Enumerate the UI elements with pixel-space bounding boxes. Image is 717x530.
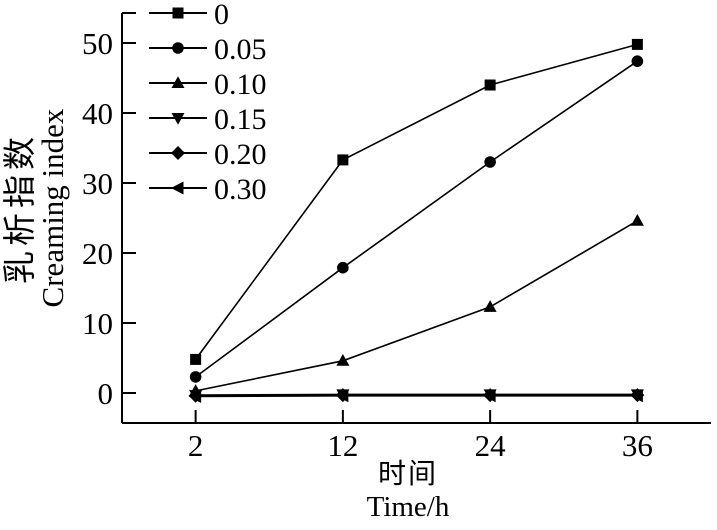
data-point-marker <box>630 389 643 403</box>
series-0.05-line <box>195 60 638 378</box>
y-tick-label: 40 <box>82 96 113 131</box>
x-tick-label: 36 <box>622 428 653 463</box>
y-tick-label: 30 <box>82 166 113 201</box>
y-axis-title-chinese: 乳析指数 <box>3 132 39 284</box>
data-point-marker <box>484 156 496 168</box>
data-point-marker <box>483 389 496 403</box>
x-axis-title: 时间 Time/h <box>367 459 450 523</box>
data-point-marker <box>335 389 349 403</box>
legend-marker <box>171 113 185 125</box>
x-tick-label: 2 <box>188 428 204 463</box>
data-point-marker <box>336 354 350 366</box>
data-point-marker <box>631 55 644 67</box>
y-tick-label: 50 <box>82 26 113 61</box>
data-point-marker <box>484 79 496 91</box>
series-0-line <box>194 43 638 360</box>
y-tick-label: 0 <box>98 376 114 411</box>
data-point-marker <box>190 353 202 365</box>
data-point-marker <box>189 371 202 383</box>
data-point-marker <box>631 38 643 50</box>
x-axis-title-chinese: 时间 <box>377 459 438 490</box>
legend-label: 0.30 <box>214 173 267 206</box>
x-axis-title-english: Time/h <box>366 491 450 523</box>
y-axis-title: 乳析指数 Creaming index <box>3 108 70 308</box>
legend-marker <box>171 76 185 88</box>
legend-label: 0.10 <box>214 68 267 101</box>
series-0.10-line <box>195 220 638 392</box>
y-tick-label: 20 <box>82 236 113 271</box>
x-tick-label: 24 <box>475 428 507 463</box>
x-tick-label: 12 <box>327 428 358 463</box>
data-point-marker <box>337 261 349 274</box>
data-point-marker <box>337 154 349 166</box>
data-point-marker <box>630 214 644 226</box>
y-axis-title-english: Creaming index <box>35 108 70 308</box>
legend-marker <box>171 146 185 160</box>
y-tick-label: 10 <box>82 306 113 341</box>
legend-marker <box>172 42 184 54</box>
legend-label: 0 <box>214 0 229 31</box>
legend-marker <box>171 181 184 195</box>
legend-label: 0.20 <box>214 138 267 171</box>
data-point-marker <box>188 390 202 403</box>
series-0.30-line <box>195 394 638 398</box>
legend-marker <box>172 7 184 19</box>
data-point-marker <box>483 300 497 312</box>
legend-label: 0.05 <box>214 33 267 66</box>
legend-label: 0.15 <box>214 103 267 136</box>
